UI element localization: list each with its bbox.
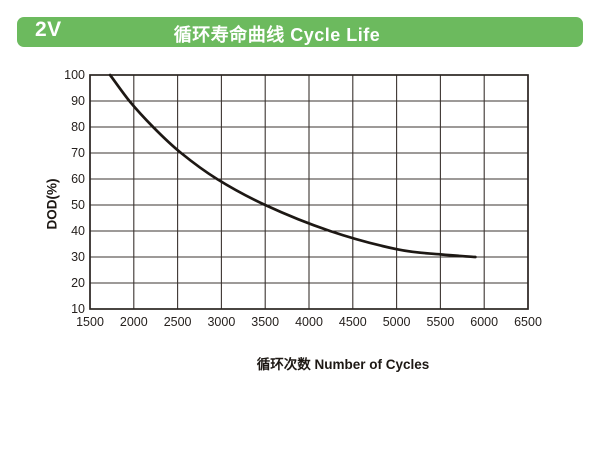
x-tick-label: 6000 <box>470 315 499 329</box>
page-title: 循环寿命曲线 Cycle Life <box>173 25 381 45</box>
header-bar: 2V 循环寿命曲线 Cycle Life <box>17 17 583 47</box>
x-axis-title: 循环次数 Number of Cycles <box>256 357 430 372</box>
x-tick-label: 1500 <box>76 315 104 329</box>
x-tick-label: 6500 <box>514 315 542 329</box>
y-tick-label: 90 <box>71 94 85 108</box>
x-tick-label: 2500 <box>163 315 192 329</box>
y-tick-label: 80 <box>71 120 85 134</box>
y-tick-label: 30 <box>71 250 85 264</box>
y-tick-label: 10 <box>71 302 85 316</box>
product-voltage-label: 2V <box>35 18 62 41</box>
x-tick-label: 5000 <box>382 315 411 329</box>
plot-border <box>89 74 529 310</box>
y-tick-label: 100 <box>64 68 85 82</box>
y-tick-label: 40 <box>71 224 85 238</box>
x-tick-label: 3000 <box>207 315 236 329</box>
y-tick-label: 70 <box>71 146 85 160</box>
x-tick-label: 5500 <box>426 315 455 329</box>
x-tick-label: 4500 <box>338 315 367 329</box>
y-tick-label: 50 <box>71 198 85 212</box>
y-tick-label: 20 <box>71 276 85 290</box>
x-tick-label: 4000 <box>295 315 323 329</box>
x-tick-label: 2000 <box>119 315 148 329</box>
x-tick-label: 3500 <box>251 315 280 329</box>
cycle-life-curve <box>108 73 477 259</box>
y-axis-title: DOD(%) <box>44 178 60 230</box>
y-tick-label: 60 <box>71 172 85 186</box>
